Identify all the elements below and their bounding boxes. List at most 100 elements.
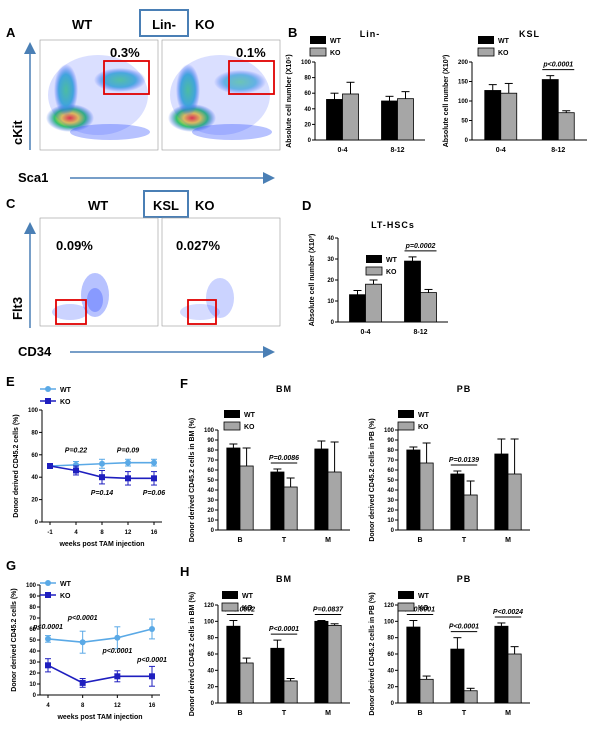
gate-label-box-c [143, 190, 189, 218]
p-value-label: P<0.0001 [405, 607, 435, 614]
y-tick-label: 50 [387, 478, 394, 484]
panel-label-b: B [288, 25, 297, 40]
p-value-label: P=0.22 [65, 448, 87, 455]
bar-ko [507, 653, 522, 704]
chart-title: KSL [519, 29, 540, 39]
y-axis-label: Donor derived CD45.2 cells in PB (%) [369, 592, 376, 715]
legend-label-wt: WT [244, 412, 256, 419]
x-tick-label: 4 [46, 703, 50, 709]
flow-scatter-c-wt [52, 273, 109, 320]
data-point-wt [45, 635, 51, 642]
panel-c-wt-label: WT [88, 198, 108, 213]
y-tick-label: 30 [387, 498, 394, 504]
panel-a-ko-label: KO [195, 17, 215, 32]
y-tick-label: 20 [31, 498, 38, 504]
x-tick-label: M [505, 537, 511, 544]
data-point-ko [73, 467, 79, 474]
p-value-label: P=0.14 [91, 490, 113, 497]
legend-swatch-ko [397, 421, 415, 431]
y-tick-label: 120 [384, 603, 395, 609]
x-axis-label: weeks post TAM injection [58, 541, 144, 548]
gate-label-box [139, 9, 189, 37]
y-tick-label: 40 [387, 668, 394, 674]
flow-density-a-ko [168, 55, 272, 140]
y-tick-label: 100 [301, 60, 312, 66]
y-tick-label: 0 [465, 138, 469, 144]
bar-ko [500, 92, 518, 141]
flow-scatter-c-ko [180, 278, 234, 320]
y-axis-label: Donor derived CD45.2 cells (%) [11, 588, 18, 691]
legend-swatch-wt [224, 410, 240, 418]
bar-wt [314, 620, 329, 704]
x-tick-label: B [417, 537, 422, 544]
chart-b2: 0 50 100 150 200 Absolute cell number (X10³) K… [443, 29, 587, 154]
y-label-c: Flt3 [10, 297, 25, 320]
chart-d: 0 10 20 30 40 Absolute cell number (X10³) LT-H… [309, 220, 448, 336]
data-point-ko [47, 463, 53, 469]
y-tick-label: 40 [207, 488, 214, 494]
legend-swatch-wt [366, 255, 382, 263]
y-tick-label: 0 [211, 528, 215, 534]
y-tick-label: 150 [458, 80, 469, 86]
panel-label-g: G [6, 558, 16, 573]
bar-wt [349, 294, 366, 323]
chart-title: LT-HSCs [371, 220, 415, 230]
bar-wt [406, 626, 421, 704]
y-tick-label: 20 [207, 685, 214, 691]
p-value-label: P=0.09 [117, 448, 139, 455]
legend-f1: WT KO [223, 410, 256, 431]
y-tick-label: 90 [207, 438, 214, 444]
y-tick-label: 80 [387, 636, 394, 642]
y-tick-label: 30 [29, 660, 36, 666]
y-tick-label: 0 [211, 701, 215, 707]
data-point-ko [151, 475, 157, 482]
panel-c-ko-label: KO [195, 198, 215, 213]
legend-marker-ko [45, 398, 51, 404]
x-tick-label: B [417, 710, 422, 717]
legend-label-wt: WT [60, 387, 72, 394]
legend-g: WT KO [40, 580, 72, 600]
x-tick-label: M [505, 710, 511, 717]
x-tick-label: 4 [74, 530, 78, 536]
bar-wt [226, 447, 241, 531]
y-tick-label: 100 [26, 583, 37, 589]
y-tick-label: 70 [29, 616, 36, 622]
y-axis-label: Donor derived CD45.2 cells in BM (%) [189, 592, 196, 716]
y-tick-label: 60 [304, 91, 311, 97]
y-tick-label: 20 [207, 508, 214, 514]
y-tick-label: 80 [31, 430, 38, 436]
legend-label-wt: WT [418, 593, 430, 600]
y-tick-label: 80 [207, 636, 214, 642]
data-point-ko [79, 679, 86, 686]
x-tick-label: 8 [81, 703, 85, 709]
gate-rect-c-wt [55, 299, 87, 325]
legend-swatch-ko [365, 266, 383, 276]
x-axis-label: weeks post TAM injection [56, 714, 142, 721]
legend-label-ko: KO [242, 605, 253, 612]
y-tick-label: 90 [29, 594, 36, 600]
y-tick-label: 30 [327, 257, 334, 263]
p-value-label: P<0.0024 [493, 609, 523, 616]
data-point-wt [114, 634, 121, 641]
bar-ko [342, 93, 359, 141]
x-tick-label: 8-12 [390, 147, 404, 154]
p-value-label: p=0.0002 [405, 243, 436, 250]
y-tick-label: 80 [387, 448, 394, 454]
legend-h2: WT KO [397, 591, 430, 612]
bar-wt [270, 471, 285, 531]
legend-label-wt: WT [386, 257, 398, 264]
legend-marker-wt [45, 580, 51, 586]
bar-wt [541, 79, 559, 141]
bar-ko [327, 471, 342, 531]
x-tick-label: 12 [114, 703, 121, 709]
flow-plot-c-ko [161, 217, 281, 327]
y-tick-label: 100 [204, 428, 215, 434]
y-tick-label: 70 [387, 458, 394, 464]
y-tick-label: 20 [29, 671, 36, 677]
panel-label-e: E [6, 374, 15, 389]
y-tick-label: 30 [207, 498, 214, 504]
flow-plot-c-wt [39, 217, 159, 327]
y-tick-label: 20 [304, 122, 311, 128]
y-tick-label: 60 [387, 468, 394, 474]
legend-swatch-ko [221, 602, 239, 612]
